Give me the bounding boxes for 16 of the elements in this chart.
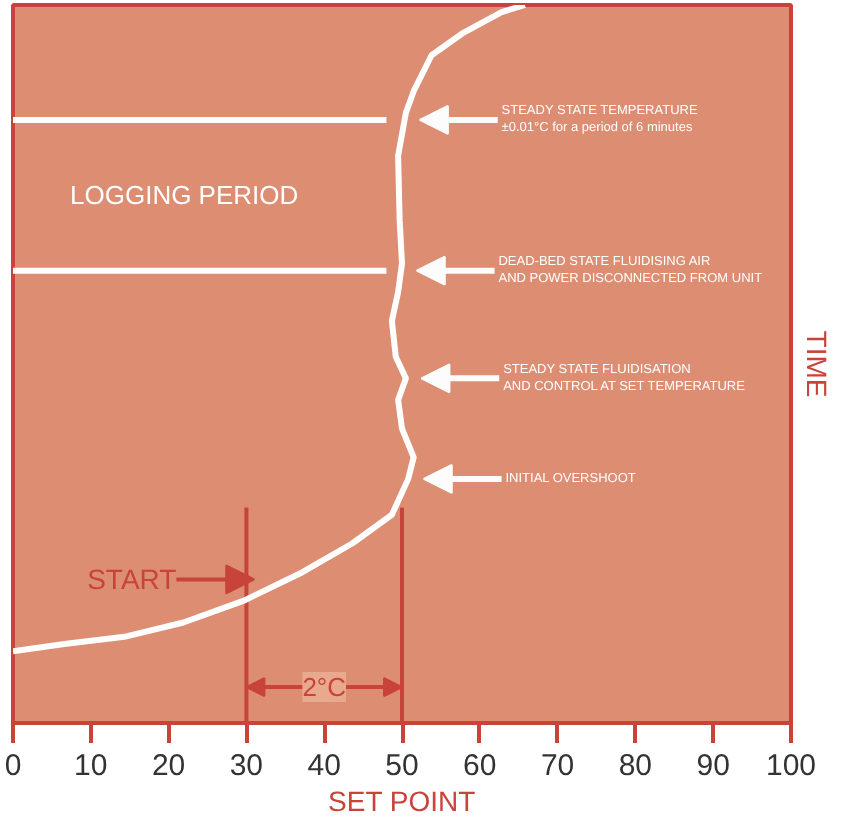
x-tick-label: 100 [765,749,817,783]
x-tick-label: 40 [307,749,341,783]
x-tick-label: 80 [618,749,653,783]
x-tick-label: 90 [696,749,730,783]
x-tick-label: 70 [540,749,575,783]
x-tick-label: 60 [463,749,497,783]
x-tick-label: 30 [229,749,264,783]
x-tick-label: 20 [151,749,186,783]
annotation: START [87,563,178,596]
x-tick-label: 10 [74,749,108,783]
x-tick-label: 50 [385,749,419,783]
x-axis-title: SET POINT [328,785,477,817]
y-axis-title: TIME [801,330,833,398]
annotation: 2°C [302,672,347,703]
x-tick-label: 0 [4,749,22,783]
ref-line-label: LOGGING PERIOD [70,180,299,211]
